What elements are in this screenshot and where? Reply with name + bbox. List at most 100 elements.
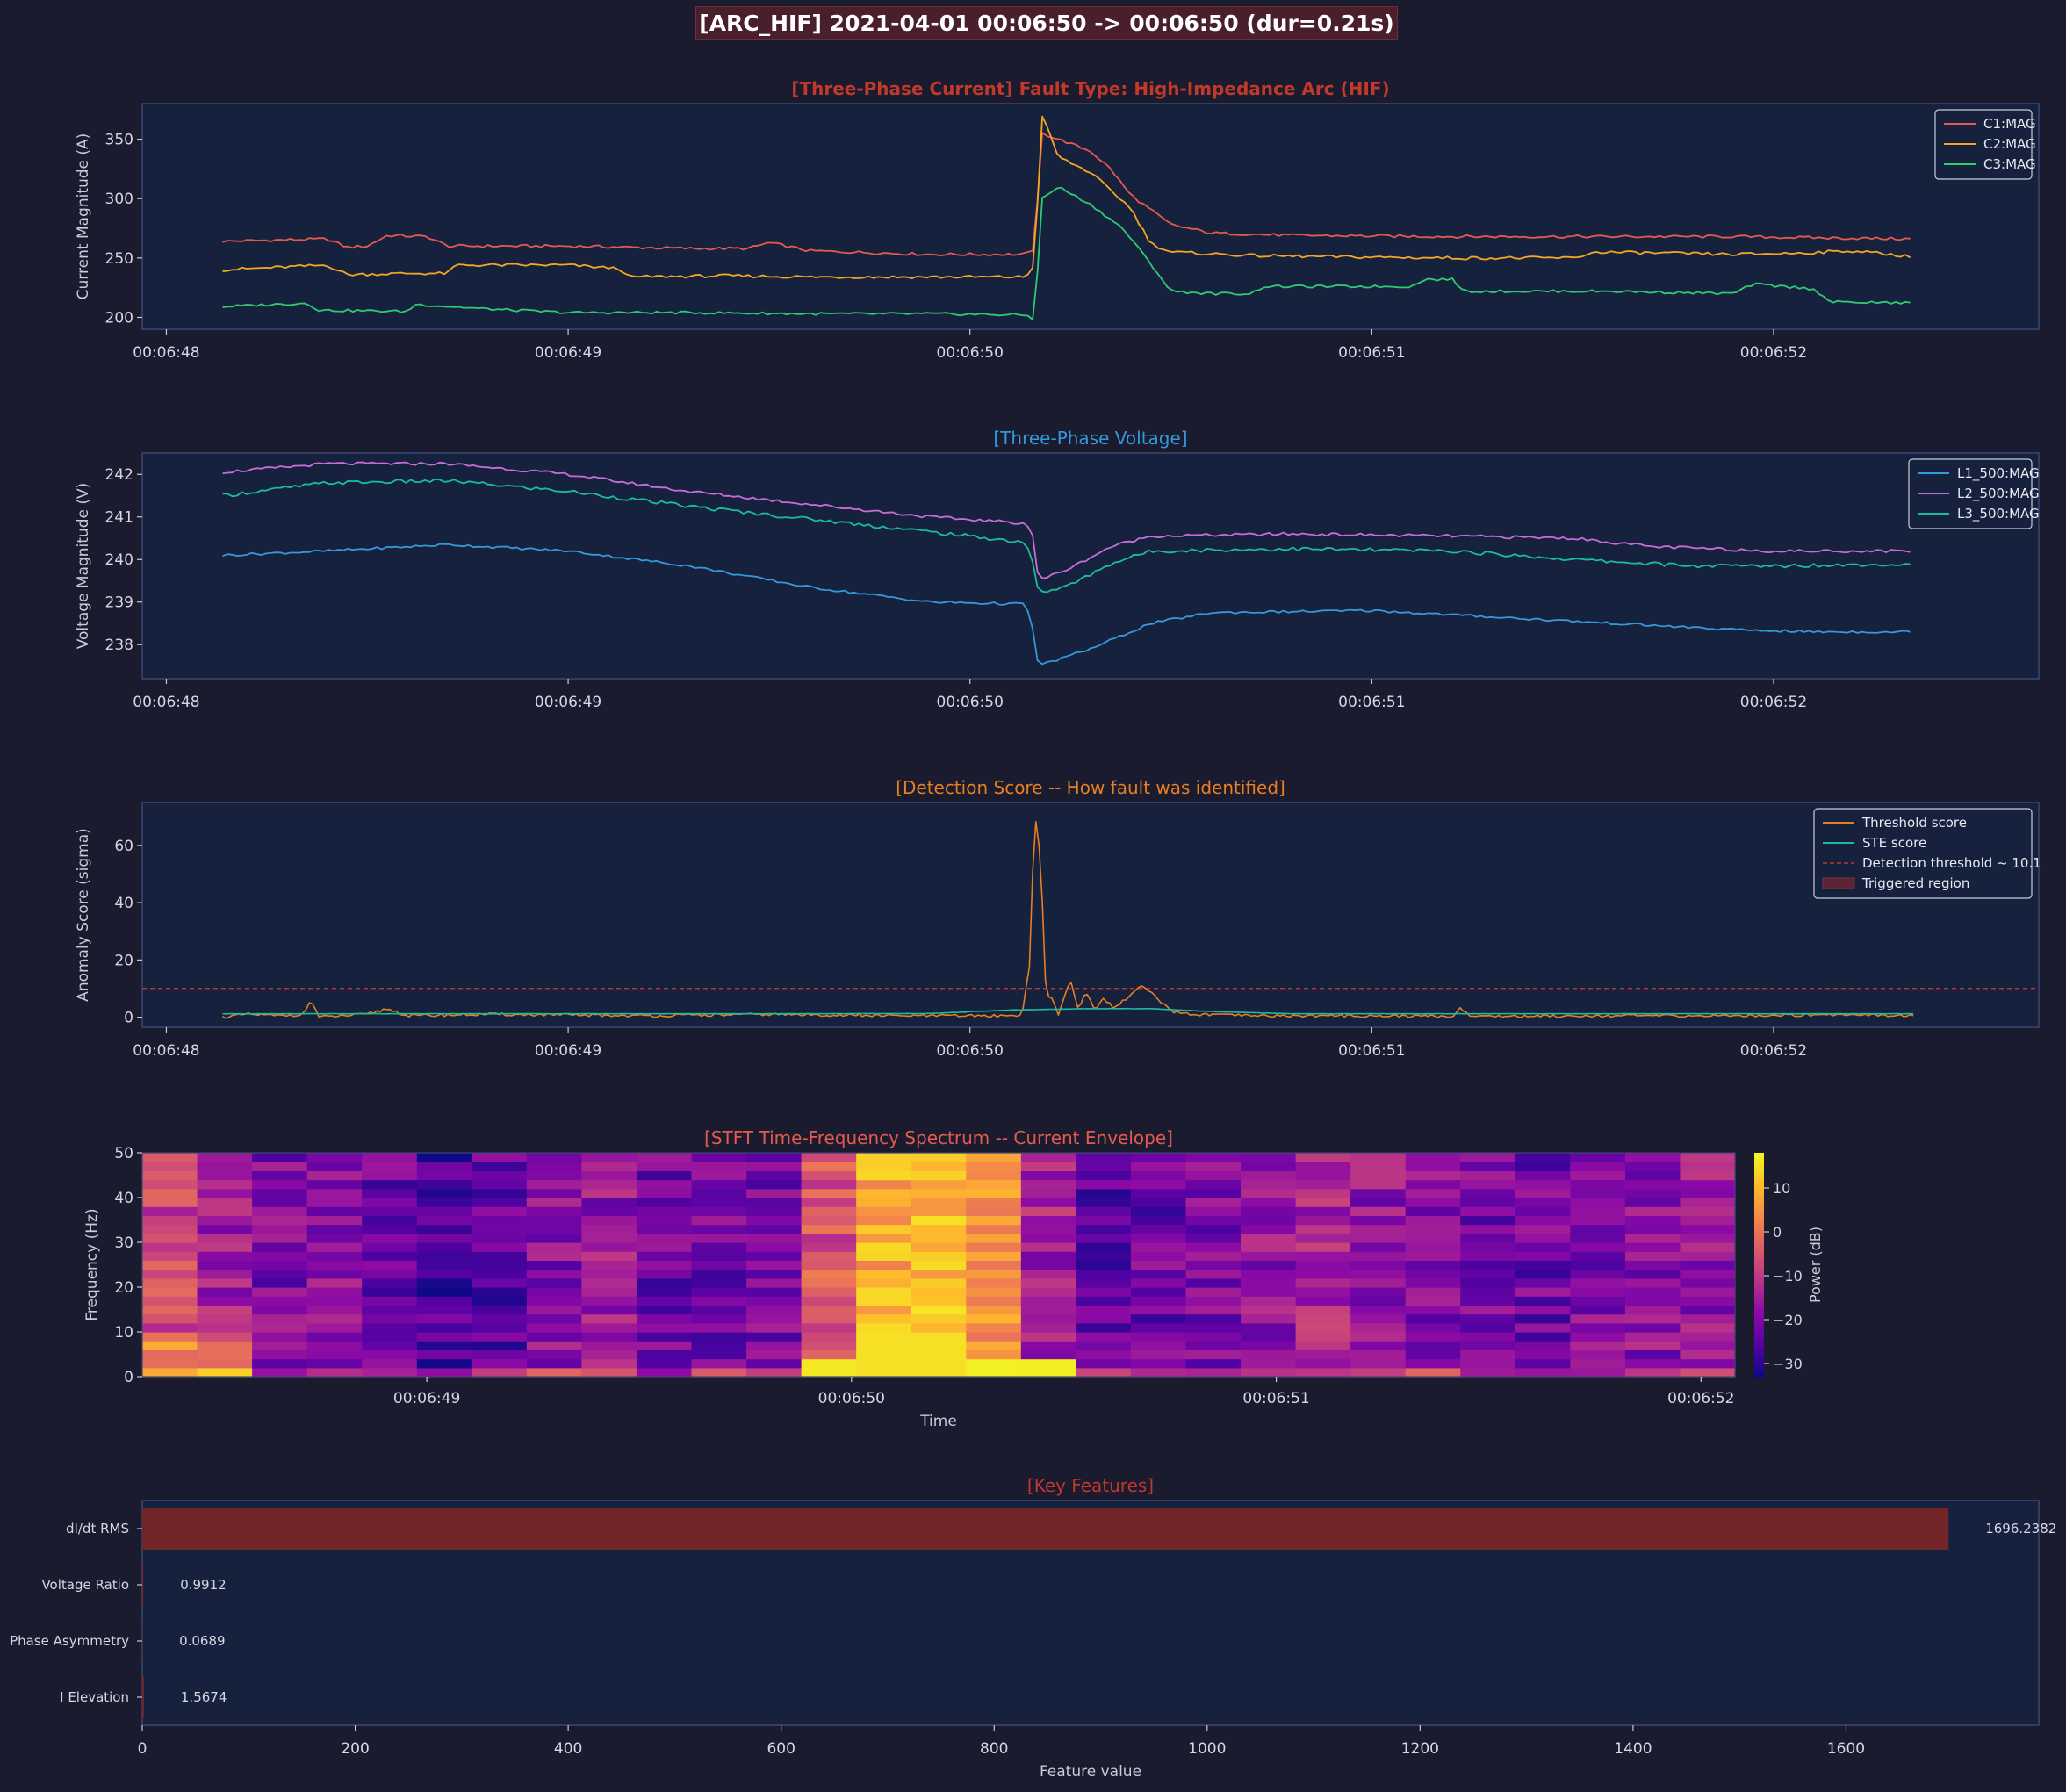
stft-chart-cell: [306, 1206, 363, 1216]
stft-chart-cell: [856, 1215, 912, 1226]
stft-chart-cell: [1680, 1322, 1736, 1333]
stft-chart-cell: [691, 1341, 747, 1350]
stft-chart-colorbar-step: [1754, 1201, 1764, 1206]
stft-chart-cell: [966, 1251, 1022, 1261]
features-chart-xtick-label: 400: [554, 1740, 582, 1758]
stft-chart-cell: [691, 1179, 747, 1190]
stft-chart-cell: [306, 1277, 363, 1288]
stft-chart-cell: [746, 1233, 803, 1243]
features-chart-value-label: 1.5674: [181, 1689, 227, 1705]
stft-chart-cell: [362, 1233, 418, 1243]
stft-chart-cell: [856, 1198, 912, 1207]
stft-chart-cell: [252, 1296, 308, 1306]
stft-chart-cell: [856, 1287, 912, 1297]
stft-chart-cell: [911, 1233, 967, 1243]
stft-chart-cell: [1350, 1332, 1407, 1342]
stft-chart-cell: [1624, 1277, 1681, 1288]
stft-chart-cell: [1570, 1332, 1626, 1342]
stft-chart-cell: [1624, 1198, 1681, 1207]
stft-chart-cell: [1241, 1305, 1297, 1315]
stft-chart-cell: [1020, 1305, 1076, 1315]
detection-chart-xtick-label: 00:06:51: [1338, 1042, 1405, 1060]
stft-chart-cell: [362, 1153, 418, 1162]
stft-chart-cell: [416, 1179, 472, 1190]
stft-chart-cell: [1130, 1162, 1187, 1171]
stft-chart-cell: [1076, 1215, 1132, 1226]
stft-chart-cell: [526, 1296, 583, 1306]
stft-chart-cell: [636, 1206, 693, 1216]
stft-chart-cell: [911, 1287, 967, 1297]
stft-chart-cell: [1295, 1251, 1351, 1261]
stft-chart-cell: [581, 1242, 637, 1252]
features-chart-category-label: dI/dt RMS: [66, 1521, 129, 1537]
stft-chart-cell: [636, 1188, 693, 1198]
stft-chart-colorbar-step: [1754, 1342, 1764, 1348]
stft-chart-cell: [911, 1188, 967, 1198]
stft-chart-cell: [1680, 1251, 1736, 1261]
stft-chart-cell: [746, 1162, 803, 1171]
stft-chart-cell: [142, 1358, 198, 1369]
stft-chart-cell: [526, 1277, 583, 1288]
stft-chart-cell: [1020, 1198, 1076, 1207]
stft-chart-cell: [526, 1206, 583, 1216]
stft-chart-cell: [1570, 1269, 1626, 1279]
stft-chart-cell: [362, 1313, 418, 1324]
stft-chart-cell: [526, 1242, 583, 1252]
stft-chart-cell: [472, 1305, 528, 1315]
stft-chart-cell: [1515, 1179, 1571, 1190]
voltage-chart-xtick-label: 00:06:49: [535, 694, 601, 711]
stft-chart-cell: [801, 1206, 857, 1216]
stft-chart-cell: [1680, 1224, 1736, 1234]
stft-chart-cell: [801, 1179, 857, 1190]
stft-chart-cell: [1460, 1287, 1516, 1297]
stft-chart-cell: [1570, 1305, 1626, 1315]
current-chart-legend-label: C1:MAG: [1983, 116, 2036, 132]
features-chart-bar: [142, 1676, 144, 1718]
stft-chart-cell: [1185, 1367, 1242, 1378]
stft-chart-cell: [856, 1349, 912, 1360]
stft-chart-cell: [801, 1198, 857, 1207]
stft-chart-cell: [197, 1179, 253, 1190]
stft-chart-cell: [1624, 1367, 1681, 1378]
stft-chart-cell: [1570, 1251, 1626, 1261]
stft-chart-cell: [252, 1322, 308, 1333]
stft-chart-cell: [1020, 1358, 1076, 1369]
stft-chart-cell: [197, 1260, 253, 1270]
stft-chart-cell: [746, 1277, 803, 1288]
stft-chart-cell: [911, 1269, 967, 1279]
figure-title: [ARC_HIF] 2021-04-01 00:06:50 -> 00:06:5…: [695, 6, 1398, 40]
stft-chart-cell: [966, 1277, 1022, 1288]
stft-chart-cell: [472, 1170, 528, 1181]
stft-chart-cell: [252, 1206, 308, 1216]
stft-chart-cell: [1570, 1242, 1626, 1252]
stft-chart-colorbar-step: [1754, 1272, 1764, 1277]
stft-chart-cell: [581, 1296, 637, 1306]
stft-chart-xtick-label: 00:06:50: [818, 1390, 885, 1407]
stft-chart-cell: [197, 1215, 253, 1226]
stft-chart-cell: [911, 1341, 967, 1350]
stft-chart-cell: [1241, 1198, 1297, 1207]
stft-chart-cell: [691, 1305, 747, 1315]
stft-chart-cell: [966, 1358, 1022, 1369]
stft-chart-cell: [691, 1277, 747, 1288]
stft-chart-cell: [746, 1332, 803, 1342]
stft-chart-cell: [1680, 1277, 1736, 1288]
stft-chart-cell: [636, 1305, 693, 1315]
stft-chart-cell: [1185, 1287, 1242, 1297]
stft-chart-cell: [801, 1153, 857, 1162]
stft-chart-cell: [1515, 1242, 1571, 1252]
stft-chart-cell: [362, 1287, 418, 1297]
stft-chart-cell: [856, 1296, 912, 1306]
current-chart-legend-label: C3:MAG: [1983, 156, 2036, 172]
stft-chart-cell: [252, 1349, 308, 1360]
stft-chart-cell: [1295, 1179, 1351, 1190]
stft-chart-cell: [526, 1153, 583, 1162]
stft-chart-cell: [1460, 1224, 1516, 1234]
voltage-chart-axes: [141, 452, 2040, 680]
stft-chart-colorbar-step: [1754, 1257, 1764, 1262]
stft-chart-colorbar-step: [1754, 1216, 1764, 1221]
stft-chart-cell: [1405, 1313, 1461, 1324]
stft-chart-cell: [911, 1358, 967, 1369]
stft-chart-cell: [636, 1269, 693, 1279]
features-chart-xtick-label: 1200: [1401, 1740, 1439, 1758]
